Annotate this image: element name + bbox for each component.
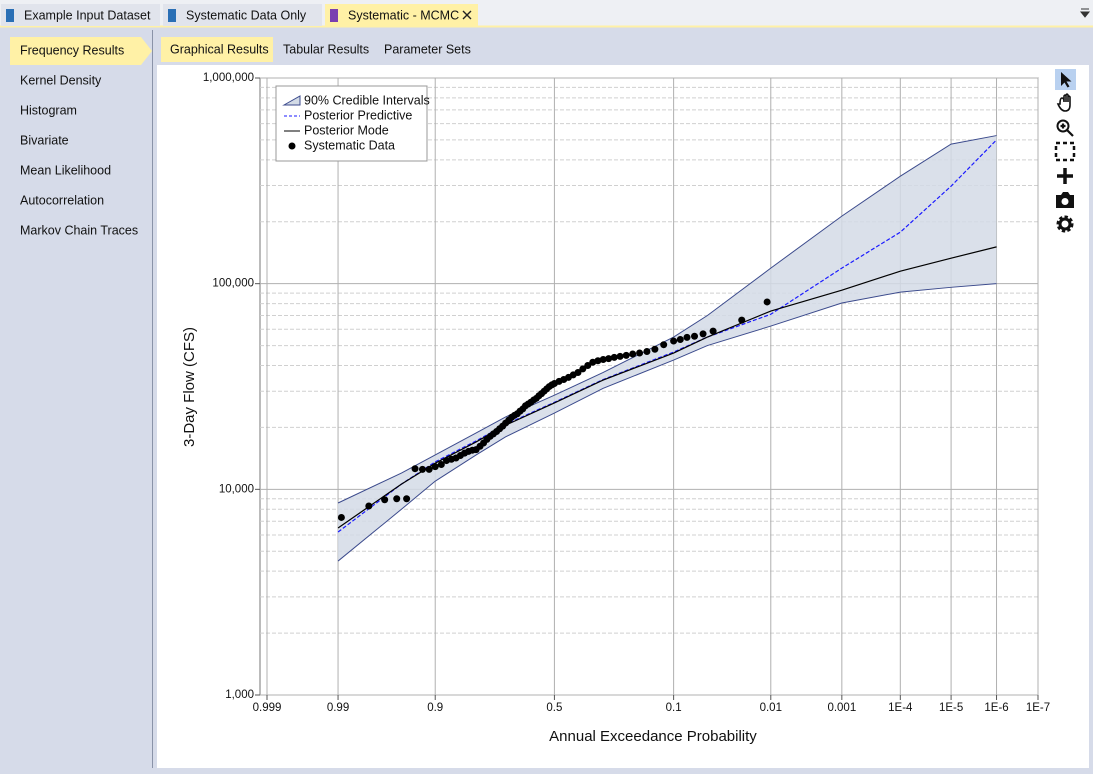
tab[interactable] [163,4,322,26]
x-tick-label: 0.001 [827,702,856,714]
x-tick-label: 1E-5 [939,702,963,714]
zoom-tool[interactable] [1056,119,1070,133]
sidebar-item[interactable]: Markov Chain Traces [20,223,138,237]
data-point [381,496,389,504]
legend-label: Posterior Mode [304,123,389,137]
y-tick-label: 1,000 [225,689,254,701]
x-tick-label: 0.1 [666,702,682,714]
legend-label: Posterior Predictive [304,108,412,122]
y-tick-label: 10,000 [219,483,254,495]
x-tick-label: 0.9 [427,702,443,714]
data-point [709,327,717,335]
tab-close[interactable] [462,10,472,20]
sidebar: Frequency Results Kernel Density Histogram… [10,37,152,237]
data-point [411,465,419,473]
data-point [629,350,637,358]
data-point [584,362,592,370]
data-point [337,513,345,521]
y-axis-title: 3-Day Flow (CFS) [181,327,198,447]
x-tick-label: 1E-7 [1026,702,1050,714]
data-point [670,337,678,345]
data-point [605,355,613,363]
subtab[interactable]: Tabular Results [283,42,369,56]
data-point [651,345,659,353]
data-point [393,495,401,503]
data-point [579,365,587,373]
tab-label: Systematic - MCMC [348,8,459,22]
y-tick-label: 100,000 [212,278,254,290]
data-point [676,336,684,344]
legend-label: 90% Credible Intervals [304,93,430,107]
sidebar-item[interactable]: Histogram [20,103,77,117]
pointer-tool[interactable] [1061,72,1072,88]
zoom-box-tool[interactable] [1054,141,1076,162]
series-line [337,139,997,533]
chart-toolbar [1054,69,1076,233]
legend-label: Systematic Data [304,138,395,152]
legend-swatch [288,142,296,150]
sidebar-item[interactable]: Bivariate [20,133,69,147]
document-tabs: Example Input Dataset Systematic Data Onl… [1,4,478,26]
data-point [616,352,624,360]
y-tick-label: 1,000,000 [203,72,254,84]
chart: 1,000 10,000 100,000 1,000,000 0.999 0.99 0.9 0… [181,72,1050,745]
data-point [574,368,582,376]
x-axis-title: Annual Exceedance Probability [549,728,757,745]
data-point [610,353,618,361]
data-point [691,332,699,340]
data-point [599,355,607,363]
sidebar-item[interactable]: Frequency Results [20,43,124,57]
data-point [738,316,746,324]
legend-swatch [282,95,301,106]
data-point [699,330,707,338]
tab[interactable] [1,4,160,26]
sidebar-item[interactable]: Mean Likelihood [20,163,111,177]
legend-box [275,85,428,162]
settings-gear [1058,217,1072,231]
add-point-tool[interactable] [1057,168,1073,184]
data-point [643,347,651,355]
tab-label: Example Input Dataset [24,8,151,22]
tab-icon [330,9,338,22]
data-point [594,357,602,365]
x-tick-label: 0.01 [760,702,782,714]
data-point [622,351,630,359]
series-line [337,246,997,529]
subtab-selected [161,37,273,62]
data-point [636,349,644,357]
data-point [425,465,433,473]
data-point [660,341,668,349]
tab-menu-button[interactable] [1079,8,1091,18]
credible-bound [337,283,997,562]
result-tabs: Graphical Results Tabular Results Paramete… [161,37,471,62]
tab-icon [168,9,176,22]
subtab[interactable]: Parameter Sets [384,42,471,56]
pan-tool[interactable] [1056,93,1071,112]
x-tick-label: 0.999 [253,702,282,714]
subtab[interactable]: Graphical Results [170,42,269,56]
tab-icon [6,9,14,22]
data-point [418,465,426,473]
x-tick-label: 0.99 [327,702,349,714]
x-tick-label: 0.5 [546,702,562,714]
data-point [403,495,411,503]
credible-band [338,135,997,562]
sidebar-selected [10,37,152,65]
data-point [683,333,691,341]
sidebar-item[interactable]: Autocorrelation [20,193,104,207]
x-tick-label: 1E-4 [888,702,913,714]
data-point [431,463,439,471]
data-point [437,461,445,469]
data-point [365,502,373,510]
tab-label: Systematic Data Only [186,8,307,22]
sidebar-item[interactable]: Kernel Density [20,73,102,87]
x-tick-label: 1E-6 [984,702,1008,714]
tab[interactable] [325,4,478,26]
data-point [763,298,771,306]
zoom-tool-glyph [1060,123,1074,137]
snapshot-lens [1061,198,1069,205]
